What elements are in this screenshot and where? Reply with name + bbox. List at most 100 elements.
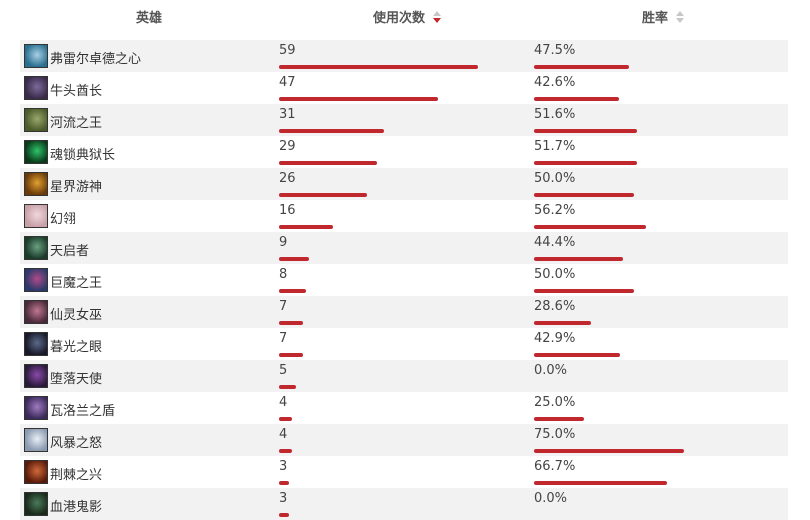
table-row[interactable]: 荆棘之兴 3 66.7% [20, 456, 788, 488]
hero-name: 仙灵女巫 [50, 308, 103, 323]
table-row[interactable]: 暮光之眼 7 42.9% [20, 328, 788, 360]
table-row[interactable]: 风暴之怒 4 75.0% [20, 424, 788, 456]
uses-count: 9 [279, 235, 288, 250]
uses-count: 7 [279, 299, 288, 314]
hero-portrait-icon[interactable] [24, 460, 48, 484]
uses-bar [279, 321, 303, 325]
hero-table-body: 弗雷尔卓德之心 59 47.5% 牛头酋长 47 42.6% 河流之王 31 51.6% 魂锁典狱… [20, 40, 788, 520]
column-header-winrate[interactable]: 胜率 [642, 7, 684, 26]
table-row[interactable]: 河流之王 31 51.6% [20, 104, 788, 136]
winrate-bar [534, 417, 584, 421]
hero-name: 星界游神 [50, 180, 103, 195]
table-row[interactable]: 巨魔之王 8 50.0% [20, 264, 788, 296]
hero-portrait-icon[interactable] [24, 396, 48, 420]
winrate-value: 42.6% [534, 75, 576, 90]
uses-count: 47 [279, 75, 296, 90]
uses-bar [279, 129, 384, 133]
winrate-value: 56.2% [534, 203, 576, 218]
sort-icon[interactable] [675, 11, 684, 23]
winrate-bar [534, 161, 637, 165]
table-row[interactable]: 幻翎 16 56.2% [20, 200, 788, 232]
hero-portrait-icon[interactable] [24, 268, 48, 292]
uses-bar [279, 65, 478, 69]
winrate-value: 0.0% [534, 363, 568, 378]
table-row[interactable]: 天启者 9 44.4% [20, 232, 788, 264]
table-row[interactable]: 星界游神 26 50.0% [20, 168, 788, 200]
uses-count: 29 [279, 139, 296, 154]
uses-bar [279, 161, 377, 165]
winrate-value: 44.4% [534, 235, 576, 250]
hero-name: 牛头酋长 [50, 84, 103, 99]
hero-name: 弗雷尔卓德之心 [50, 52, 142, 67]
uses-bar [279, 385, 296, 389]
hero-portrait-icon[interactable] [24, 364, 48, 388]
hero-name: 荆棘之兴 [50, 468, 103, 483]
winrate-bar [534, 65, 629, 69]
winrate-value: 42.9% [534, 331, 576, 346]
winrate-bar [534, 97, 619, 101]
uses-bar [279, 353, 303, 357]
hero-name: 天启者 [50, 244, 90, 259]
hero-name: 幻翎 [50, 212, 77, 227]
winrate-value: 25.0% [534, 395, 576, 410]
winrate-value: 0.0% [534, 491, 568, 506]
winrate-bar [534, 353, 620, 357]
table-row[interactable]: 弗雷尔卓德之心 59 47.5% [20, 40, 788, 72]
winrate-bar [534, 257, 623, 261]
winrate-value: 51.7% [534, 139, 576, 154]
hero-portrait-icon[interactable] [24, 428, 48, 452]
hero-portrait-icon[interactable] [24, 236, 48, 260]
column-header-uses[interactable]: 使用次数 [373, 7, 441, 26]
uses-count: 8 [279, 267, 288, 282]
uses-count: 31 [279, 107, 296, 122]
hero-portrait-icon[interactable] [24, 76, 48, 100]
uses-bar [279, 97, 438, 101]
hero-portrait-icon[interactable] [24, 204, 48, 228]
winrate-bar [534, 449, 684, 453]
hero-portrait-icon[interactable] [24, 172, 48, 196]
hero-name: 河流之王 [50, 116, 103, 131]
uses-bar [279, 481, 289, 485]
winrate-bar [534, 193, 634, 197]
hero-portrait-icon[interactable] [24, 44, 48, 68]
column-header-uses-label: 使用次数 [373, 11, 426, 26]
uses-count: 3 [279, 491, 288, 506]
uses-count: 4 [279, 395, 288, 410]
table-row[interactable]: 瓦洛兰之盾 4 25.0% [20, 392, 788, 424]
winrate-value: 50.0% [534, 171, 576, 186]
table-row[interactable]: 血港鬼影 3 0.0% [20, 488, 788, 520]
winrate-value: 50.0% [534, 267, 576, 282]
uses-count: 59 [279, 43, 296, 58]
uses-bar [279, 257, 309, 261]
uses-bar [279, 193, 367, 197]
winrate-value: 28.6% [534, 299, 576, 314]
winrate-value: 51.6% [534, 107, 576, 122]
uses-bar [279, 417, 292, 421]
uses-bar [279, 449, 292, 453]
hero-name: 巨魔之王 [50, 276, 103, 291]
winrate-value: 75.0% [534, 427, 576, 442]
uses-count: 16 [279, 203, 296, 218]
uses-bar [279, 289, 306, 293]
hero-portrait-icon[interactable] [24, 332, 48, 356]
uses-bar [279, 513, 289, 517]
hero-portrait-icon[interactable] [24, 300, 48, 324]
hero-name: 魂锁典狱长 [50, 148, 116, 163]
uses-count: 26 [279, 171, 296, 186]
winrate-value: 66.7% [534, 459, 576, 474]
table-row[interactable]: 仙灵女巫 7 28.6% [20, 296, 788, 328]
uses-count: 5 [279, 363, 288, 378]
table-row[interactable]: 堕落天使 5 0.0% [20, 360, 788, 392]
hero-portrait-icon[interactable] [24, 108, 48, 132]
table-row[interactable]: 魂锁典狱长 29 51.7% [20, 136, 788, 168]
table-row[interactable]: 牛头酋长 47 42.6% [20, 72, 788, 104]
sort-descending-icon[interactable] [432, 11, 441, 23]
winrate-bar [534, 481, 667, 485]
winrate-bar [534, 321, 591, 325]
uses-count: 4 [279, 427, 288, 442]
winrate-bar [534, 225, 646, 229]
winrate-value: 47.5% [534, 43, 576, 58]
column-header-hero: 英雄 [136, 7, 162, 26]
hero-portrait-icon[interactable] [24, 140, 48, 164]
hero-portrait-icon[interactable] [24, 492, 48, 516]
